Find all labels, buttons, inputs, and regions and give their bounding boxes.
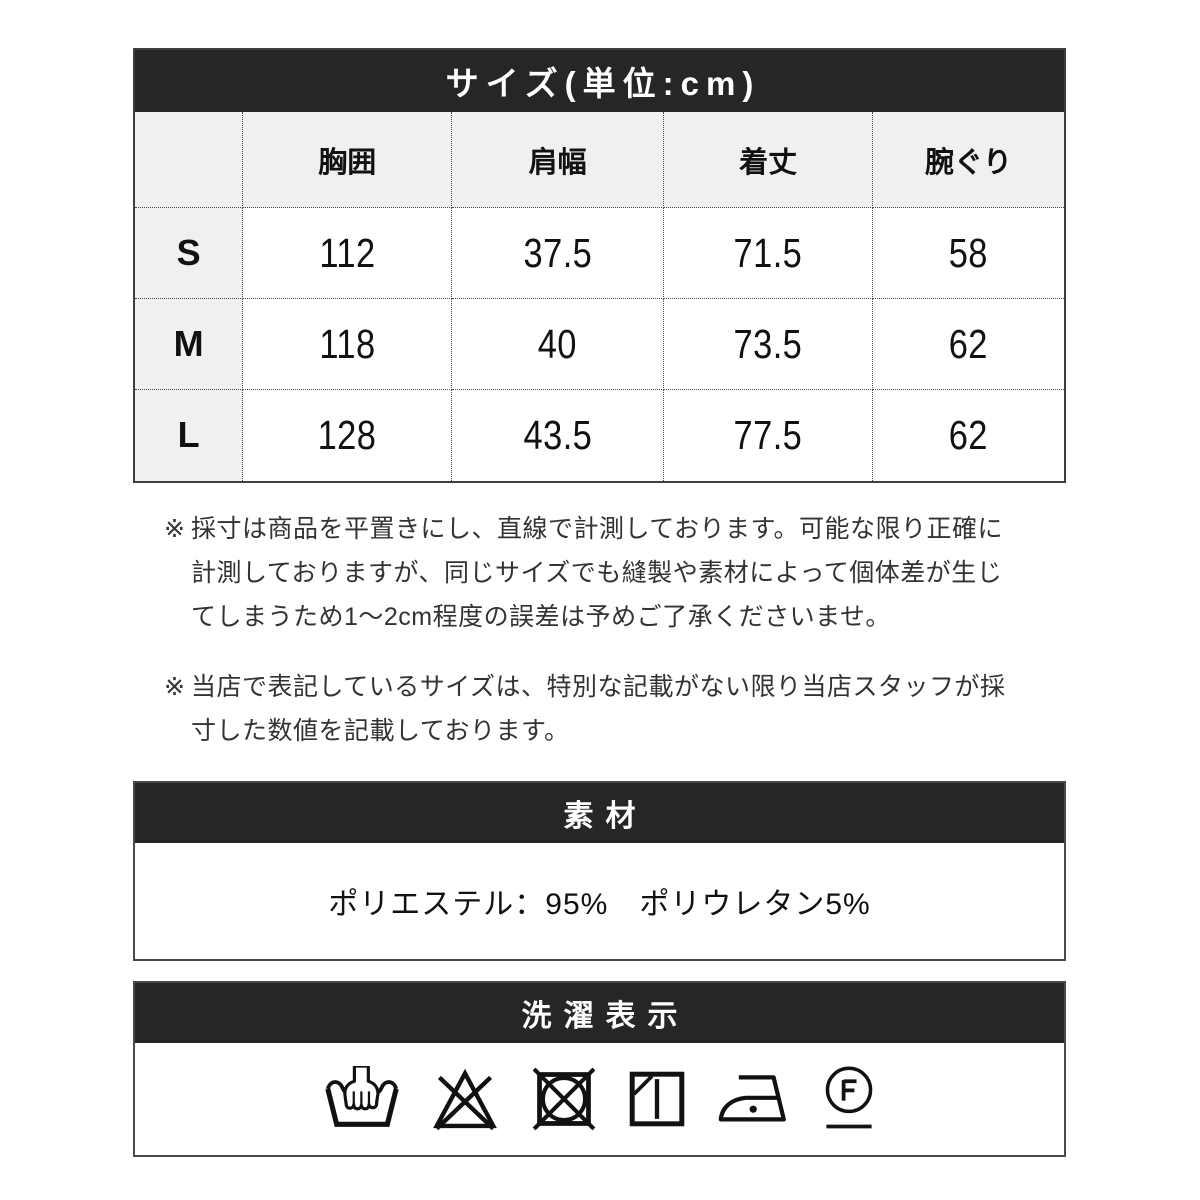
cell-l-length: 77.5	[663, 389, 874, 481]
size-table-header-row: 胸囲 肩幅 着丈 腕ぐり	[134, 111, 1065, 208]
do-not-bleach-icon	[432, 1068, 497, 1130]
corner-cell	[134, 111, 244, 208]
notes-block: ※ 採寸は商品を平置きにし、直線で計測しております。可能な限り正確に計測しており…	[133, 507, 1013, 753]
col-header-length: 着丈	[663, 111, 874, 208]
cell-s-armhole: 58	[872, 207, 1065, 299]
measurement-note: ※ 採寸は商品を平置きにし、直線で計測しております。可能な限り正確に計測しており…	[164, 507, 1013, 639]
hand-wash-icon	[324, 1065, 399, 1127]
laundry-title: 洗濯表示	[521, 999, 690, 1033]
material-header-bar: 素材	[135, 782, 1064, 843]
table-row-s: S 112 37.5 71.5 58	[134, 207, 1065, 299]
col-header-shoulder: 肩幅	[451, 111, 665, 208]
iron-low-icon	[718, 1074, 786, 1121]
cell-m-chest: 118	[242, 298, 453, 390]
size-label: S	[134, 207, 244, 299]
note-text: 当店で表記しているサイズは、特別な記載がない限り当店スタッフが採寸した数値を記載…	[191, 672, 1006, 745]
size-label: M	[134, 298, 244, 390]
cell-s-shoulder: 37.5	[451, 207, 665, 299]
table-row-l: L 128 43.5 77.5 62	[134, 389, 1065, 481]
size-table-section: サイズ(単位:cm) 胸囲 肩幅 着丈 腕ぐり S 112 37.5	[133, 48, 1066, 483]
note-text: 採寸は商品を平置きにし、直線で計測しております。可能な限り正確に計測しております…	[191, 514, 1004, 631]
staff-measured-note: ※ 当店で表記しているサイズは、特別な記載がない限り当店スタッフが採寸した数値を…	[164, 665, 1013, 753]
table-row-m: M 118 40 73.5 62	[134, 298, 1065, 390]
material-title: 素材	[563, 799, 648, 833]
line-dry-in-shade-icon	[629, 1071, 684, 1126]
size-table-header-bar: サイズ(単位:cm)	[135, 50, 1064, 112]
cell-s-chest: 112	[242, 207, 453, 299]
size-label: L	[134, 389, 244, 481]
col-header-chest: 胸囲	[242, 111, 453, 208]
cell-l-chest: 128	[242, 389, 453, 481]
cell-l-shoulder: 43.5	[451, 389, 665, 481]
material-section: 素材 ポリエステル：95% ポリウレタン5%	[133, 780, 1066, 961]
cell-m-shoulder: 40	[451, 298, 665, 390]
laundry-section: 洗濯表示	[133, 980, 1066, 1157]
cell-l-armhole: 62	[872, 389, 1065, 481]
cell-m-length: 73.5	[663, 298, 874, 390]
size-table-title: サイズ(単位:cm)	[445, 65, 761, 102]
product-spec-image: サイズ(単位:cm) 胸囲 肩幅 着丈 腕ぐり S 112 37.5	[133, 0, 1066, 1157]
laundry-icons-row	[135, 1043, 1064, 1155]
do-not-tumble-dry-icon	[532, 1067, 595, 1130]
size-table: 胸囲 肩幅 着丈 腕ぐり S 112 37.5 71.5 58 M 118 40	[134, 111, 1065, 481]
note-marker: ※	[164, 672, 186, 701]
dry-clean-f-gentle-icon	[825, 1066, 872, 1128]
cell-s-length: 71.5	[663, 207, 874, 299]
material-text: ポリエステル：95% ポリウレタン5%	[328, 887, 871, 921]
laundry-header-bar: 洗濯表示	[135, 982, 1064, 1043]
note-marker: ※	[164, 514, 186, 543]
cell-m-armhole: 62	[872, 298, 1065, 390]
col-header-armhole: 腕ぐり	[872, 111, 1065, 208]
